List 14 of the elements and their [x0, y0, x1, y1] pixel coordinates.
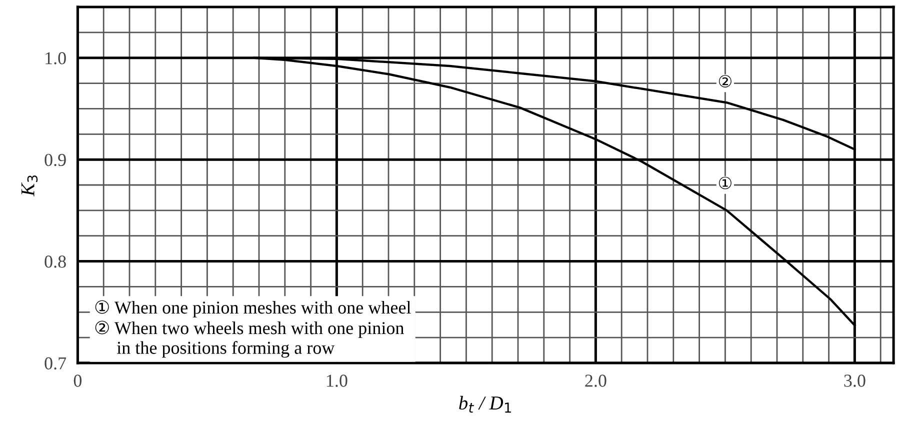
- annotation: ①: [718, 176, 732, 190]
- x-tick-label: 1.0: [327, 374, 348, 387]
- x-tick-label: 2.0: [585, 374, 606, 387]
- x-axis-title: b$_{t}$ / D$_{1}$: [459, 396, 511, 413]
- x-tick-label: 3.0: [844, 374, 866, 387]
- y-tick-label: 0.7: [44, 357, 66, 370]
- y-tick-label: 1.0: [46, 52, 66, 64]
- y-axis-title: K$_{3}$: [21, 175, 38, 196]
- y-tick-label: 0.9: [44, 154, 66, 166]
- y-tick-label: 0.8: [44, 256, 66, 268]
- x-tick-label: 0: [74, 374, 82, 387]
- annotation: ② When two wheels mesh with one pinion in the positions forming a row: [95, 320, 404, 358]
- annotation: ① When one pinion meshes with one wheel: [95, 300, 411, 318]
- annotation: ②: [718, 74, 732, 88]
